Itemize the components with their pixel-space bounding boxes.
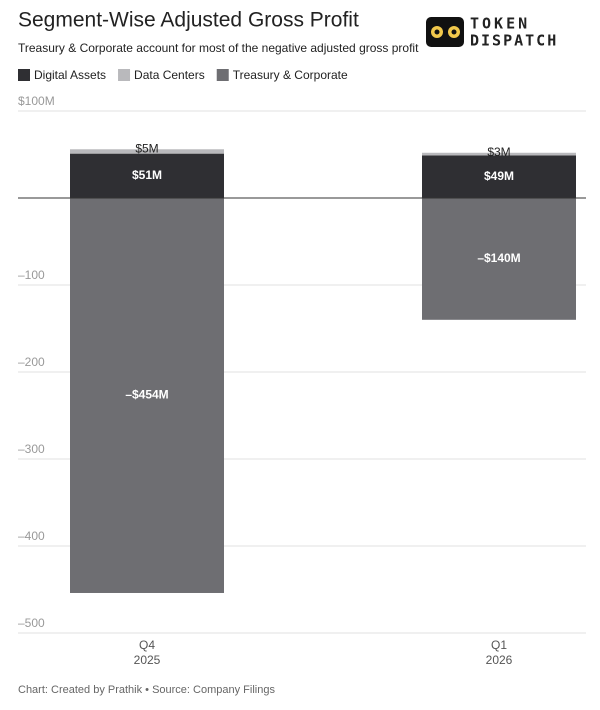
logo-icon [426, 17, 464, 47]
bar-segment [70, 198, 224, 593]
bar-segment [422, 152, 576, 156]
x-tick-label: 2026 [486, 653, 513, 667]
bar-segment [70, 153, 224, 198]
x-tick-label: 2025 [134, 653, 161, 667]
logo: TOKEN DISPATCH [426, 15, 558, 50]
y-tick-label: –100 [18, 268, 45, 282]
logo-pupil [434, 29, 440, 35]
y-tick-label: $100M [18, 94, 55, 108]
logo-text: TOKEN [470, 15, 530, 33]
legend-label: Data Centers [134, 68, 205, 82]
logo-text: DISPATCH [470, 32, 558, 50]
legend-label: Digital Assets [34, 68, 106, 82]
legend-label: Treasury & Corporate [233, 68, 348, 82]
value-label: –$454M [125, 388, 168, 402]
legend-swatch [18, 69, 30, 81]
x-tick-label: Q4 [139, 638, 155, 652]
bar-segment [422, 198, 576, 320]
value-label: $51M [132, 168, 162, 182]
value-label: $5M [135, 141, 158, 155]
legend-swatch [216, 69, 229, 81]
value-label: $3M [487, 145, 510, 159]
source-note: Chart: Created by Prathik • Source: Comp… [18, 684, 275, 696]
y-tick-label: –300 [18, 442, 45, 456]
y-tick-label: –200 [18, 355, 45, 369]
y-tick-label: –400 [18, 529, 45, 543]
y-tick-label: –500 [18, 616, 45, 630]
bar-segment [70, 149, 224, 154]
chart-subtitle: Treasury & Corporate account for most of… [18, 41, 419, 55]
x-tick-label: Q1 [491, 638, 507, 652]
value-label: –$140M [477, 251, 520, 265]
bar-segment [422, 155, 576, 198]
legend-swatch [118, 69, 131, 81]
logo-pupil [451, 29, 457, 35]
chart-title: Segment-Wise Adjusted Gross Profit [18, 9, 359, 32]
value-label: $49M [484, 169, 514, 183]
